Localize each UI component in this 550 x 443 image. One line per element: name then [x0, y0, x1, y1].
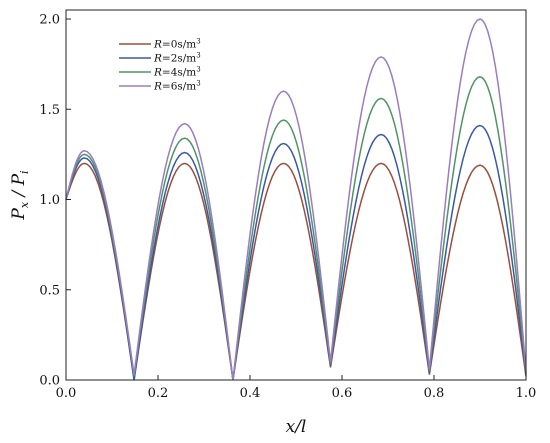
- legend-label-1: R=2s/m3: [153, 52, 201, 65]
- y-axis: 0.0 0.5 1.0 1.5 2.0: [39, 13, 71, 389]
- plot-frame: [65, 9, 527, 381]
- legend: R=0s/m3R=2s/m3R=4s/m3R=6s/m3: [119, 38, 201, 93]
- y-label-subscript-2: i: [18, 170, 31, 174]
- y-tick-label: 2.0: [39, 13, 60, 28]
- x-tick-label: 0.4: [240, 386, 261, 401]
- legend-label-2: R=4s/m3: [153, 66, 201, 79]
- x-tick-label: 0.6: [332, 386, 353, 401]
- legend-label-0: R=0s/m3: [153, 38, 201, 51]
- y-label-symbol-1: P: [9, 208, 29, 221]
- y-tick-label: 0.0: [39, 374, 60, 389]
- x-tick-label: 0.0: [56, 386, 77, 401]
- x-tick-label: 1.0: [516, 386, 537, 401]
- x-tick-label: 0.8: [424, 386, 445, 401]
- series-layer: [65, 18, 527, 381]
- x-tick-label: 0.2: [148, 386, 169, 401]
- y-tick-label: 0.5: [39, 283, 60, 298]
- y-tick-label: 1.5: [39, 103, 60, 118]
- series-line-1: [65, 124, 527, 381]
- y-tick-label: 1.0: [39, 193, 60, 208]
- x-axis-label: x/l: [286, 417, 307, 437]
- legend-label-3: R=6s/m3: [153, 80, 201, 93]
- x-axis: 0.0 0.2 0.4 0.6 0.8 1.0: [56, 375, 537, 401]
- y-label-subscript-1: x: [18, 201, 31, 208]
- y-axis-label: Px / Pi: [9, 170, 31, 220]
- y-label-separator: /: [9, 185, 29, 202]
- series-line-2: [65, 75, 527, 381]
- series-line-3: [65, 18, 527, 381]
- y-label-symbol-2: P: [9, 173, 29, 186]
- series-line-0: [65, 162, 527, 381]
